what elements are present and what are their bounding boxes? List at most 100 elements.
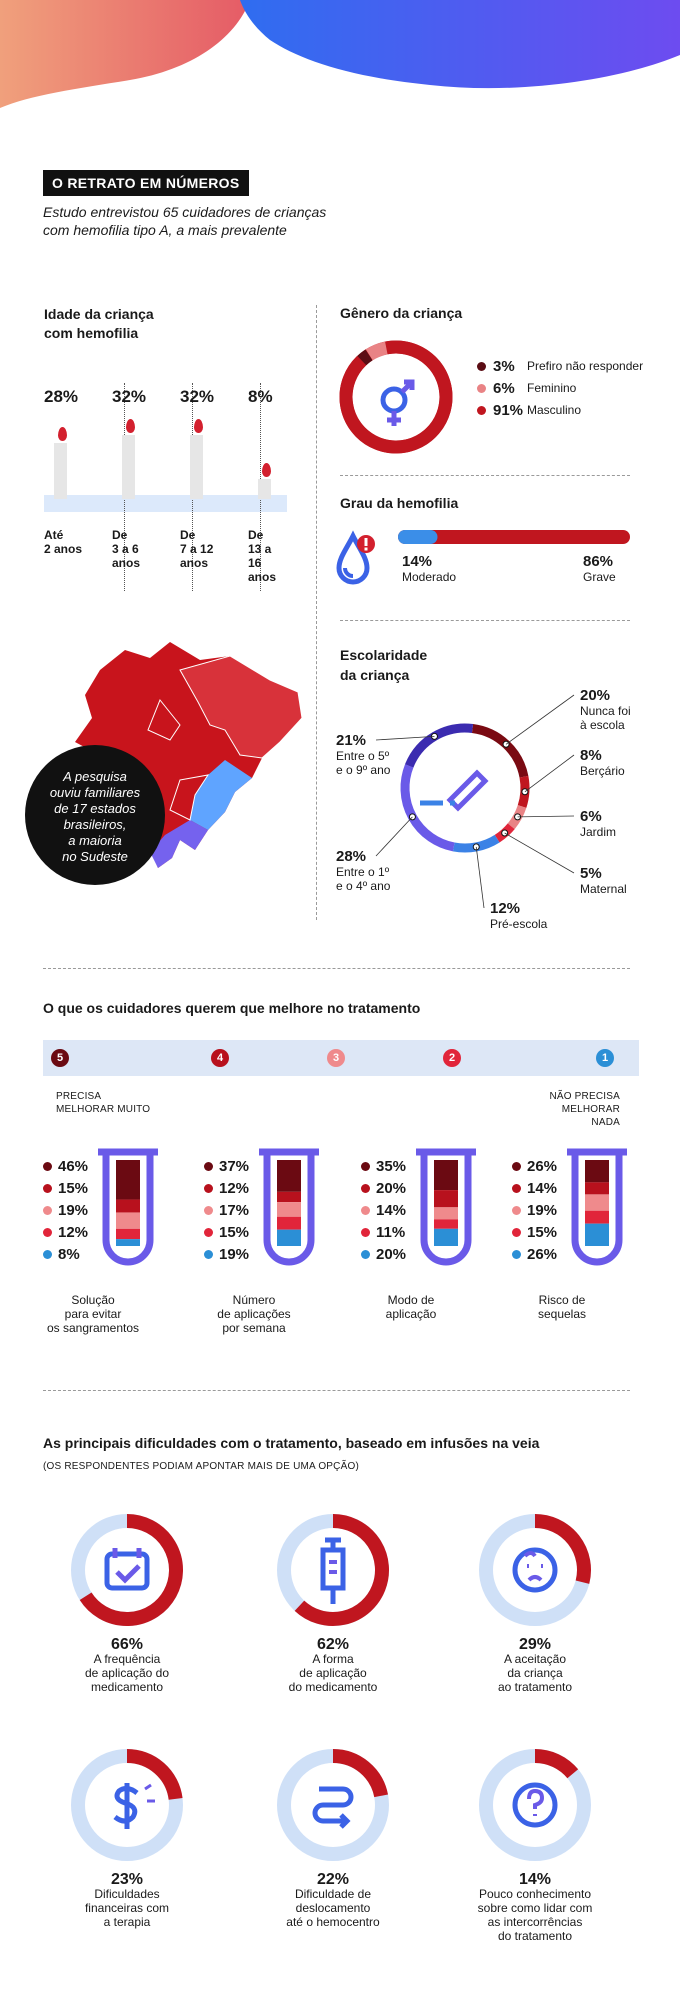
school-label-line: Jardim: [580, 825, 617, 839]
severe-label: Grave: [583, 570, 616, 584]
age-label: Até 2 anos: [44, 528, 82, 556]
tube-outline: [102, 1152, 154, 1266]
divider: [340, 620, 630, 621]
tube-legend: 35% 20% 14% 11% 20%: [361, 1155, 406, 1265]
age-title-line: com hemofilia: [44, 325, 139, 341]
age-shelf: [44, 495, 287, 512]
tube-segment: [277, 1191, 301, 1203]
tube-legend-item: 46%: [43, 1155, 88, 1177]
blood-drop-alert-icon: [336, 530, 375, 585]
difficulty-donut: [71, 1749, 183, 1861]
tube-legend-item: 19%: [43, 1199, 88, 1221]
tube-legend-item: 15%: [512, 1221, 557, 1243]
school-label-line: Entre o 1º: [336, 865, 390, 879]
caption-line: de aplicação do: [84, 1666, 170, 1680]
school-label: 20% Nunca foi à escola: [580, 687, 631, 732]
bubble-line: brasileiros,: [63, 817, 127, 832]
moderate-label: Moderado: [402, 570, 457, 584]
donut-value: [534, 1749, 579, 1779]
caption-line: por semana: [222, 1321, 286, 1335]
tube-segment: [434, 1228, 458, 1246]
tube-segment: [277, 1229, 301, 1246]
flame-icon: [194, 419, 203, 433]
caption-line: deslocamento: [295, 1901, 371, 1915]
age-pct: 28%: [44, 387, 79, 406]
tube-pct: 8%: [58, 1245, 80, 1263]
caption-line: A aceitação: [503, 1652, 567, 1666]
leader-line: [375, 735, 435, 741]
caption-line: de aplicações: [217, 1307, 291, 1321]
gender-pct: 91%: [493, 401, 524, 419]
tube-legend-item: 20%: [361, 1177, 406, 1199]
tube-caption: Risco de sequelas: [502, 1293, 622, 1321]
tube-pct: 20%: [376, 1179, 407, 1197]
caption-line: Dificuldades: [94, 1887, 160, 1901]
tube-legend-item: 35%: [361, 1155, 406, 1177]
bubble-line: A pesquisa: [63, 769, 127, 784]
caption-line: do tratamento: [497, 1929, 573, 1943]
note-line: PRECISA: [56, 1091, 102, 1102]
note-line: MELHORAR MUITO: [56, 1104, 151, 1115]
route-icon: [312, 1786, 354, 1829]
tube-pct: 26%: [527, 1245, 558, 1263]
caption-line: do medicamento: [288, 1680, 378, 1694]
tube-segment: [434, 1207, 458, 1220]
tube-legend-item: 14%: [512, 1177, 557, 1199]
candle: [54, 443, 67, 499]
bubble-line: a maioria: [68, 833, 122, 848]
syringe-icon: [320, 1537, 346, 1604]
donut-value: [294, 1514, 389, 1626]
tube-segment: [585, 1160, 609, 1183]
tube-segment: [434, 1190, 458, 1208]
difficulty-pct: 62%: [316, 1636, 350, 1653]
school-label-line: e o 9º ano: [336, 763, 391, 777]
tube-pct: 26%: [527, 1157, 558, 1175]
school-label-line: Berçário: [580, 764, 625, 778]
caption-line: A forma: [312, 1652, 354, 1666]
s: [512, 1547, 558, 1593]
tube-segment: [116, 1239, 140, 1246]
caption-line: financeiras com: [84, 1901, 170, 1915]
school-segment: [405, 723, 474, 768]
test-tube-chart: [416, 1148, 476, 1266]
donut-value: [332, 1749, 389, 1798]
tube-segment: [116, 1199, 140, 1213]
school-pct: 5%: [580, 865, 602, 882]
candle: [190, 435, 203, 499]
caption-line: as intercorrências: [487, 1915, 583, 1929]
age-pct: 32%: [112, 387, 147, 406]
s: [104, 1551, 150, 1591]
age-label-line: anos: [248, 570, 277, 584]
bubble-line: no Sudeste: [62, 849, 128, 864]
caption-line: a terapia: [103, 1915, 151, 1929]
school-label-line: Maternal: [580, 882, 627, 896]
caption-line: sobre como lidar com: [477, 1901, 593, 1915]
tube-pct: 19%: [527, 1201, 558, 1219]
school-label: 6% Jardim: [580, 808, 616, 839]
legend-dot: [43, 1227, 52, 1237]
difficulty-pct: 29%: [518, 1636, 552, 1653]
age-label: De 3 a 6 anos: [112, 528, 140, 570]
legend-dot: [512, 1227, 521, 1237]
tube-pct: 14%: [527, 1179, 558, 1197]
tube-segment: [277, 1216, 301, 1230]
caption-line: sequelas: [537, 1307, 587, 1321]
leader-line: [505, 694, 575, 745]
caption-line: Solução: [71, 1293, 115, 1307]
header-decoration: [0, 0, 680, 108]
question-icon: [512, 1782, 558, 1828]
tube-legend-item: 20%: [361, 1243, 406, 1265]
difficulty-caption: 62% A forma de aplicação do medicamento: [243, 1636, 423, 1695]
leader-line: [504, 832, 575, 874]
scale-option: 4: [211, 1049, 229, 1067]
leader-line: [375, 816, 413, 857]
age-title: Idade da criança com hemofilia: [44, 305, 154, 343]
age-pct: 8%: [248, 387, 273, 406]
subtitle-line: com hemofilia tipo A, a mais prevalente: [43, 222, 287, 238]
difficulty-pct: 23%: [110, 1871, 144, 1888]
difficulty-caption: 22% Dificuldade de deslocamento até o hemoc…: [243, 1872, 423, 1930]
school-segment: [400, 764, 455, 852]
bubble-line: de 17 estados: [54, 801, 136, 816]
gender-segment: [365, 341, 388, 361]
difficulties-title: As principais dificuldades com o tratame…: [43, 1435, 540, 1451]
